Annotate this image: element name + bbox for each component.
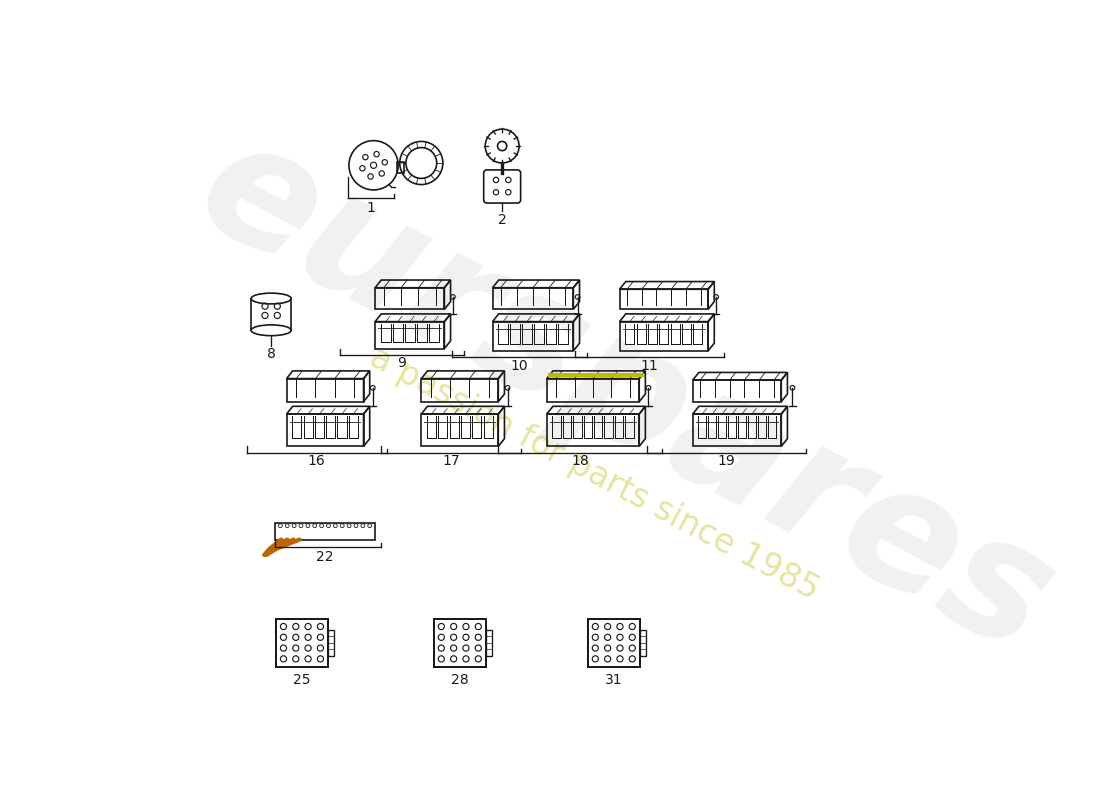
Text: eurspares: eurspares: [173, 104, 1078, 689]
Text: 19: 19: [717, 454, 736, 468]
Text: 11: 11: [640, 358, 659, 373]
Bar: [587, 619, 640, 666]
Text: a passion for parts since 1985: a passion for parts since 1985: [364, 341, 825, 606]
Bar: [397, 162, 405, 173]
Text: 8: 8: [266, 347, 276, 362]
Text: 10: 10: [510, 358, 528, 373]
Bar: [640, 630, 647, 656]
Text: 1: 1: [366, 201, 376, 214]
Bar: [276, 619, 328, 666]
Text: 31: 31: [605, 673, 623, 686]
Bar: [275, 522, 375, 539]
Text: 25: 25: [294, 673, 310, 686]
Text: 9: 9: [397, 356, 407, 370]
Text: 18: 18: [571, 454, 590, 468]
Bar: [328, 630, 334, 656]
Text: 17: 17: [442, 454, 460, 468]
Text: 28: 28: [451, 673, 469, 686]
Bar: [486, 630, 493, 656]
Text: 16: 16: [308, 454, 326, 468]
Text: 2: 2: [498, 213, 506, 227]
Bar: [433, 619, 486, 666]
Text: 22: 22: [317, 550, 333, 563]
